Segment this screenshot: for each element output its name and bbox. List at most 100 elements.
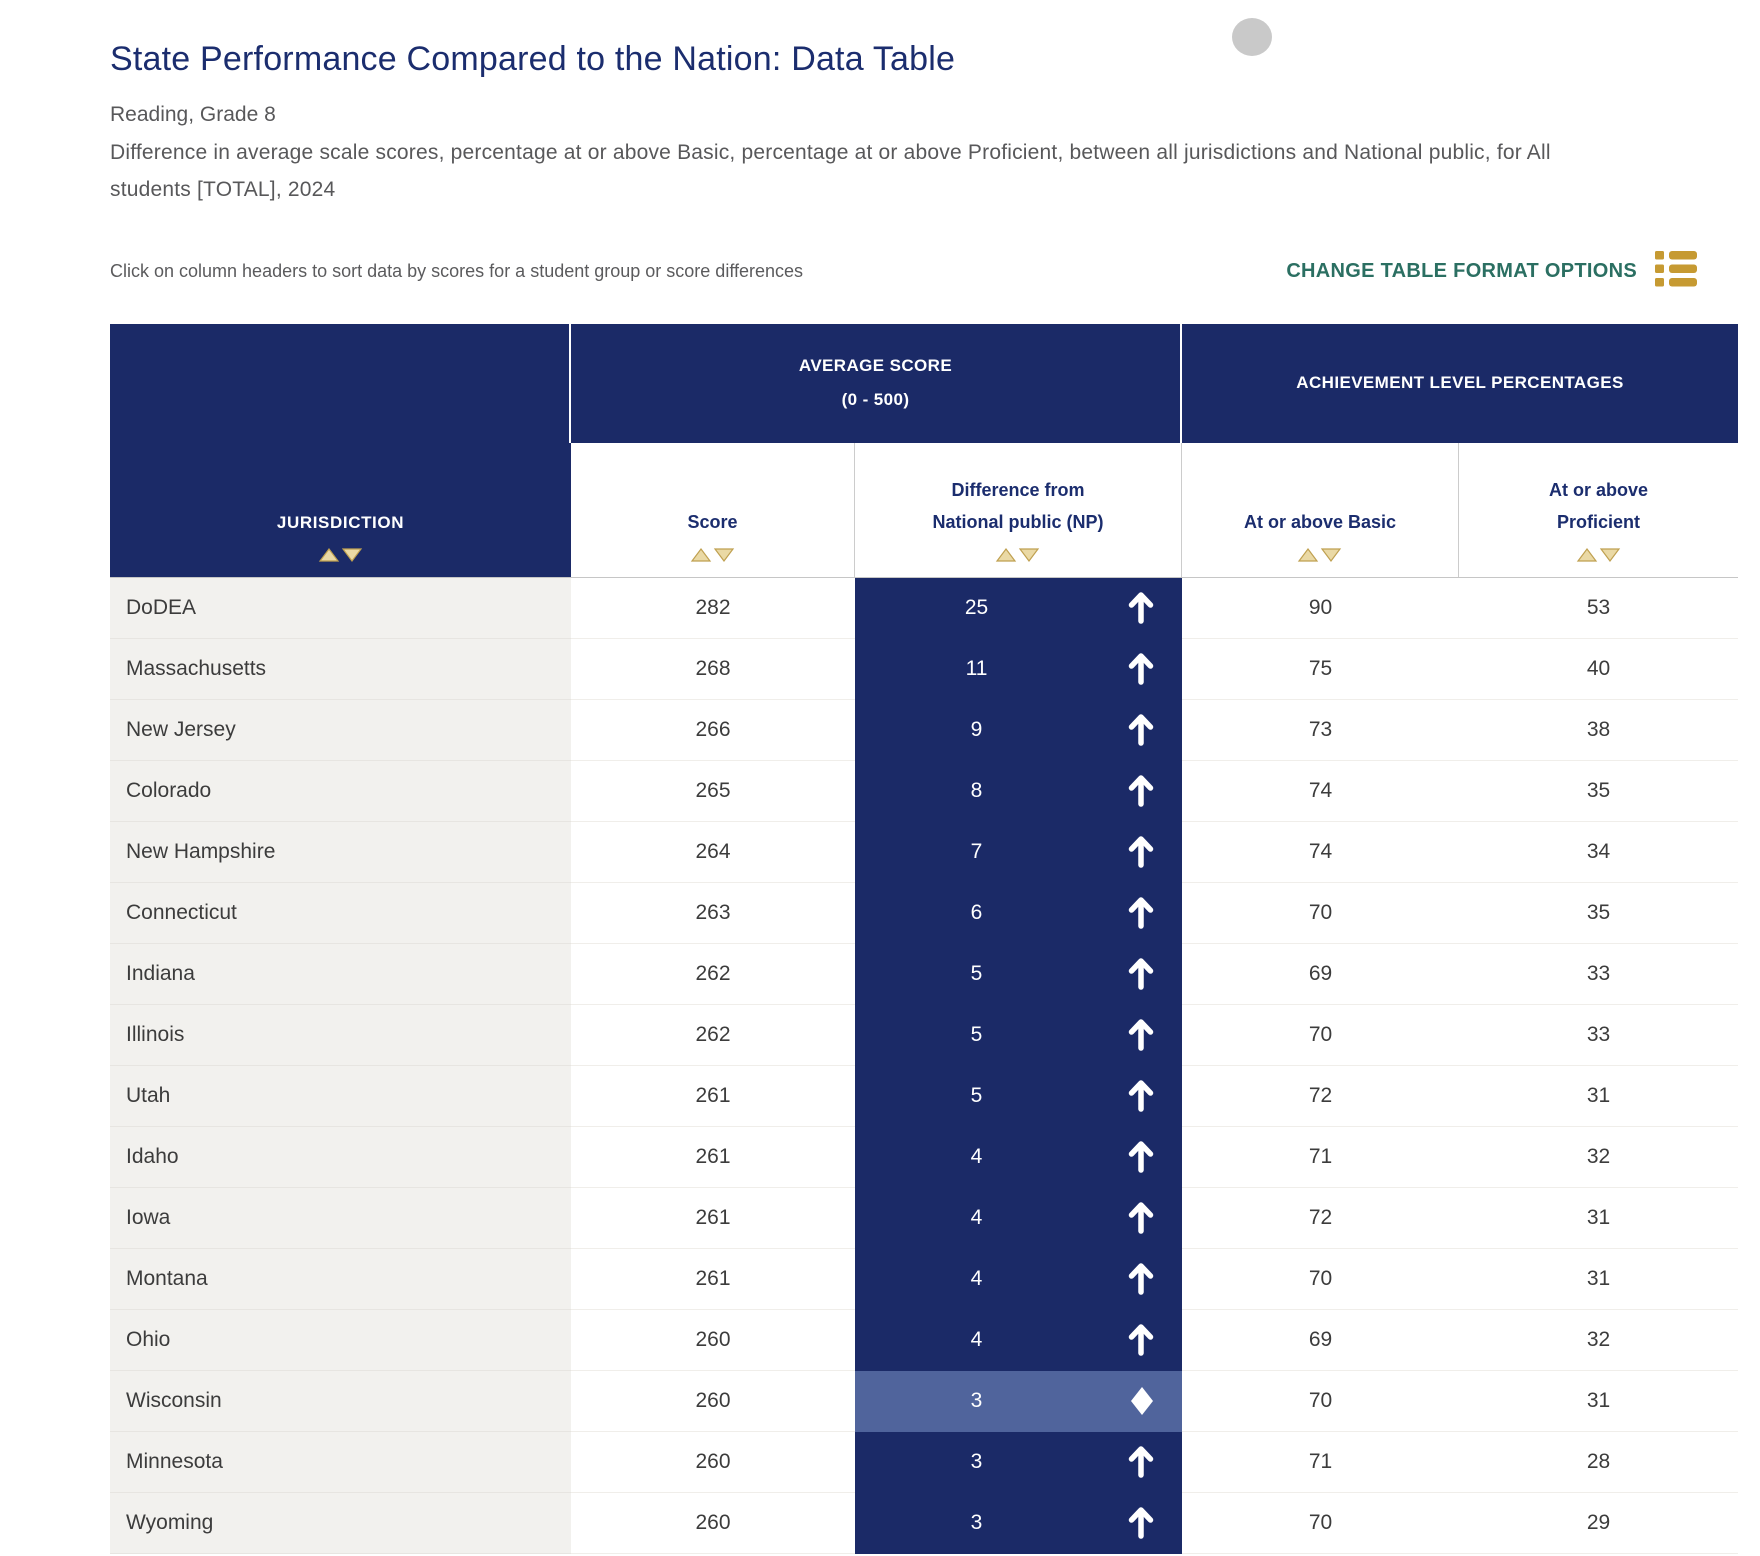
score-header-label: Score: [687, 512, 738, 533]
difference-value: 25: [964, 596, 989, 619]
proficient-cell: 31: [1459, 1371, 1738, 1432]
report-description: Difference in average scale scores, perc…: [110, 141, 1551, 201]
proficient-cell: 32: [1459, 1310, 1738, 1371]
page-title: State Performance Compared to the Nation…: [110, 40, 956, 78]
significantly-higher-arrow-icon: [1128, 1507, 1154, 1539]
score-cell: 260: [571, 1432, 855, 1493]
proficient-cell: 40: [1459, 639, 1738, 700]
difference-cell: 6: [855, 882, 1182, 944]
jurisdiction-cell: Wyoming: [110, 1492, 571, 1554]
difference-value: 4: [970, 1328, 983, 1351]
difference-value: 5: [970, 962, 983, 985]
difference-header-label: Difference from National public (NP): [932, 479, 1104, 533]
proficient-cell: 34: [1459, 822, 1738, 883]
score-cell: 261: [571, 1249, 855, 1310]
toolbar: Click on column headers to sort data by …: [110, 250, 1738, 292]
difference-value: 4: [970, 1267, 983, 1290]
achievement-level-label: ACHIEVEMENT LEVEL PERCENTAGES: [1296, 373, 1624, 392]
difference-value: 5: [970, 1023, 983, 1046]
difference-cell: 5: [855, 1065, 1182, 1127]
table-row: New Jersey 266 9 73 38: [110, 699, 1738, 761]
table-body: DoDEA 282 25 90 53 Massachusetts 268 11: [110, 577, 1738, 1554]
column-header-proficient[interactable]: At or above Proficient: [1459, 442, 1738, 577]
column-header-jurisdiction[interactable]: JURISDICTION: [110, 442, 571, 577]
table-row: Illinois 262 5 70 33: [110, 1004, 1738, 1066]
table-row: Minnesota 260 3 71 28: [110, 1431, 1738, 1493]
average-score-label: AVERAGE SCORE: [798, 356, 953, 375]
score-cell: 261: [571, 1066, 855, 1127]
proficient-cell: 35: [1459, 883, 1738, 944]
partial-page-element: [1232, 18, 1272, 56]
difference-cell: 8: [855, 760, 1182, 822]
change-table-format-options-label: CHANGE TABLE FORMAT OPTIONS: [1286, 259, 1637, 282]
average-score-group-header: AVERAGE SCORE (0 - 500): [571, 323, 1182, 443]
table-row: Utah 261 5 72 31: [110, 1065, 1738, 1127]
difference-cell: 5: [855, 1004, 1182, 1066]
sort-arrows-icon: [318, 547, 364, 563]
sort-arrows-icon: [995, 547, 1041, 563]
score-cell: 265: [571, 761, 855, 822]
difference-value: 6: [970, 901, 983, 924]
significantly-higher-arrow-icon: [1128, 1263, 1154, 1295]
score-cell: 261: [571, 1188, 855, 1249]
difference-value: 3: [970, 1389, 983, 1412]
proficient-header-label: At or above Proficient: [1548, 479, 1649, 533]
basic-cell: 70: [1182, 1493, 1459, 1554]
significantly-higher-arrow-icon: [1128, 1324, 1154, 1356]
score-cell: 260: [571, 1371, 855, 1432]
table-column-header-row: JURISDICTION Score: [110, 442, 1738, 578]
score-cell: 264: [571, 822, 855, 883]
table-row: Idaho 261 4 71 32: [110, 1126, 1738, 1188]
proficient-cell: 31: [1459, 1188, 1738, 1249]
state-performance-table: AVERAGE SCORE (0 - 500) ACHIEVEMENT LEVE…: [110, 323, 1738, 1554]
difference-cell: 4: [855, 1248, 1182, 1310]
jurisdiction-header-label: JURISDICTION: [276, 512, 405, 532]
basic-cell: 74: [1182, 761, 1459, 822]
jurisdiction-cell: Montana: [110, 1248, 571, 1310]
proficient-cell: 31: [1459, 1249, 1738, 1310]
significantly-higher-arrow-icon: [1128, 836, 1154, 868]
significantly-higher-arrow-icon: [1128, 714, 1154, 746]
jurisdiction-cell: Colorado: [110, 760, 571, 822]
jurisdiction-cell: Iowa: [110, 1187, 571, 1249]
difference-value: 4: [970, 1145, 983, 1168]
difference-value: 5: [970, 1084, 983, 1107]
table-group-header-row: AVERAGE SCORE (0 - 500) ACHIEVEMENT LEVE…: [110, 323, 1738, 443]
basic-cell: 74: [1182, 822, 1459, 883]
sort-arrows-icon: [1297, 547, 1343, 563]
jurisdiction-cell: Idaho: [110, 1126, 571, 1188]
basic-cell: 75: [1182, 639, 1459, 700]
basic-cell: 72: [1182, 1188, 1459, 1249]
proficient-cell: 53: [1459, 578, 1738, 639]
basic-cell: 71: [1182, 1432, 1459, 1493]
basic-cell: 70: [1182, 1371, 1459, 1432]
achievement-level-group-header: ACHIEVEMENT LEVEL PERCENTAGES: [1182, 323, 1738, 443]
column-header-score[interactable]: Score: [571, 442, 855, 577]
score-cell: 262: [571, 1005, 855, 1066]
significantly-higher-arrow-icon: [1128, 1019, 1154, 1051]
score-cell: 282: [571, 578, 855, 639]
difference-cell: 25: [855, 577, 1182, 639]
table-row: New Hampshire 264 7 74 34: [110, 821, 1738, 883]
proficient-cell: 33: [1459, 1005, 1738, 1066]
table-row: Wyoming 260 3 70 29: [110, 1492, 1738, 1554]
basic-cell: 70: [1182, 883, 1459, 944]
jurisdiction-cell: DoDEA: [110, 577, 571, 639]
difference-cell: 3: [855, 1370, 1182, 1432]
page: State Performance Compared to the Nation…: [0, 40, 1760, 1554]
change-table-format-options-button[interactable]: CHANGE TABLE FORMAT OPTIONS: [1286, 250, 1697, 292]
significantly-higher-arrow-icon: [1128, 1446, 1154, 1478]
score-cell: 260: [571, 1310, 855, 1371]
table-row: Connecticut 263 6 70 35: [110, 882, 1738, 944]
significantly-higher-arrow-icon: [1128, 1202, 1154, 1234]
score-cell: 268: [571, 639, 855, 700]
jurisdiction-cell: Connecticut: [110, 882, 571, 944]
difference-value: 9: [970, 718, 983, 741]
score-cell: 261: [571, 1127, 855, 1188]
significantly-higher-arrow-icon: [1128, 775, 1154, 807]
proficient-cell: 35: [1459, 761, 1738, 822]
score-cell: 266: [571, 700, 855, 761]
column-header-difference[interactable]: Difference from National public (NP): [855, 442, 1182, 577]
column-header-basic[interactable]: At or above Basic: [1182, 442, 1459, 577]
score-cell: 262: [571, 944, 855, 1005]
